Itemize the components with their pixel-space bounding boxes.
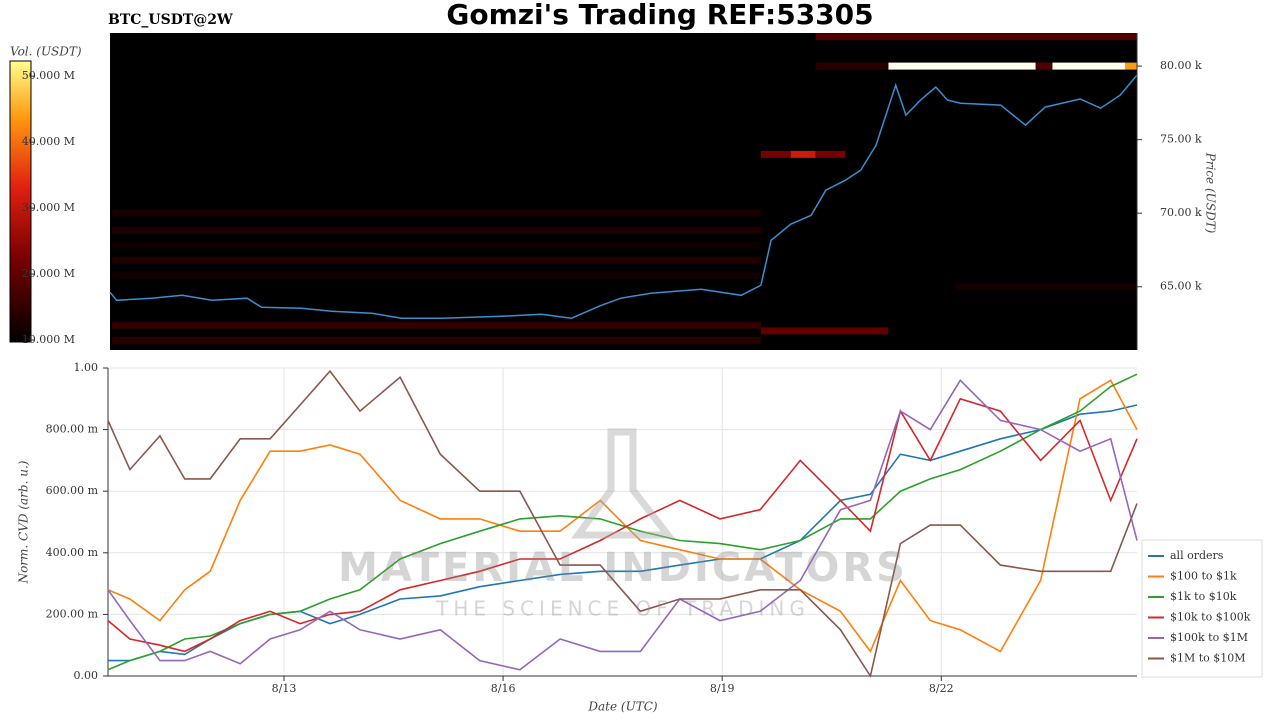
series-line bbox=[107, 373, 1138, 671]
heatmap-cell bbox=[112, 241, 761, 249]
x-tick-label: 8/19 bbox=[710, 682, 735, 695]
heatmap-cell bbox=[112, 271, 761, 279]
heatmap-cell bbox=[815, 33, 1137, 41]
heatmap-cell bbox=[815, 150, 846, 158]
colorbar-tick-label: 50.000 M bbox=[22, 69, 75, 82]
y-tick-label: 800.00 m bbox=[46, 423, 99, 436]
legend-label: $1M to $10M bbox=[1170, 652, 1246, 665]
y-tick-label: 70.00 k bbox=[1160, 206, 1202, 219]
colorbar bbox=[9, 60, 32, 343]
y-axis-label: Norm. CVD (arb. u.) bbox=[17, 460, 31, 584]
heatmap-cell bbox=[815, 62, 889, 70]
watermark-icon bbox=[571, 428, 676, 539]
series-line bbox=[107, 397, 1138, 653]
x-tick-label: 8/13 bbox=[272, 682, 297, 695]
heatmap-cell bbox=[955, 283, 1137, 291]
price-line bbox=[109, 74, 1138, 319]
heatmap-cell bbox=[112, 321, 761, 329]
watermark-brand: MATERIAL INDICATORS bbox=[338, 545, 908, 591]
y-axis-label: Price (USDT) bbox=[1204, 152, 1218, 234]
y-tick-label: 1.00 bbox=[74, 361, 99, 374]
colorbar-tick-label: 20.000 M bbox=[22, 267, 75, 280]
heatmap-cell bbox=[112, 336, 761, 344]
y-tick-label: 0.00 bbox=[74, 669, 99, 682]
y-tick-label: 75.00 k bbox=[1160, 133, 1202, 146]
heatmap-cell bbox=[888, 62, 1036, 70]
heatmap-cell bbox=[1052, 62, 1126, 70]
y-tick-label: 65.00 k bbox=[1160, 280, 1202, 293]
watermark-tagline: THE SCIENCE OF TRADING bbox=[435, 597, 810, 621]
colorbar-tick-label: 30.000 M bbox=[22, 201, 75, 214]
y-tick-label: 200.00 m bbox=[46, 607, 99, 620]
legend-label: $100k to $1M bbox=[1170, 631, 1248, 644]
heatmap-cell bbox=[790, 150, 816, 158]
x-tick-label: 8/22 bbox=[929, 682, 954, 695]
colorbar-label: Vol. (USDT) bbox=[10, 45, 82, 59]
chart-title: Gomzi's Trading REF:53305 bbox=[446, 0, 873, 31]
y-tick-label: 400.00 m bbox=[46, 546, 99, 559]
legend-label: all orders bbox=[1170, 549, 1224, 562]
heatmap-cell bbox=[760, 327, 889, 335]
heatmap-cell bbox=[112, 209, 761, 217]
legend-label: $100 to $1k bbox=[1170, 570, 1237, 583]
x-tick-label: 8/16 bbox=[491, 682, 516, 695]
watermark: MATERIAL INDICATORS THE SCIENCE OF TRADI… bbox=[338, 428, 908, 621]
heatmap-cell bbox=[760, 150, 791, 158]
heatmap-cell bbox=[1035, 62, 1053, 70]
colorbar-tick-label: 10.000 M bbox=[22, 333, 75, 346]
y-tick-label: 80.00 k bbox=[1160, 59, 1202, 72]
heatmap-cell bbox=[112, 226, 761, 234]
heatmap-cell bbox=[112, 256, 761, 264]
series-line bbox=[107, 379, 1138, 653]
colorbar-tick-label: 40.000 M bbox=[22, 135, 75, 148]
x-axis-label: Date (UTC) bbox=[587, 700, 657, 714]
legend-box bbox=[1141, 539, 1263, 678]
heatmap-cell bbox=[1125, 62, 1137, 70]
heatmap-background bbox=[110, 33, 1137, 350]
legend-label: $10k to $100k bbox=[1170, 611, 1251, 624]
series-line bbox=[107, 369, 1138, 679]
y-tick-label: 600.00 m bbox=[46, 484, 99, 497]
chart-subtitle: BTC_USDT@2W bbox=[108, 12, 233, 28]
legend-label: $1k to $10k bbox=[1170, 590, 1237, 603]
series-line bbox=[107, 379, 1138, 671]
